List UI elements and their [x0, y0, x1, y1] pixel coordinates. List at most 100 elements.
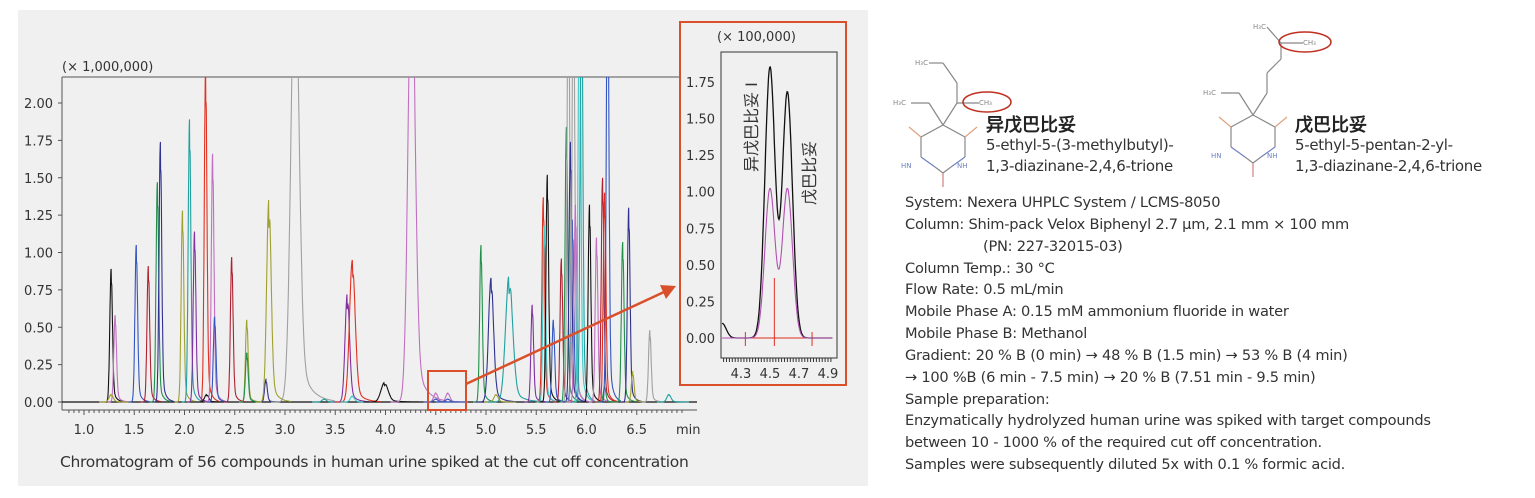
x-tick-label: 1.0: [74, 423, 95, 438]
chromatogram-peak: [390, 77, 447, 403]
x-tick-label: 4.5: [425, 423, 446, 438]
highlight-ellipse: [962, 91, 1012, 113]
chromatogram-peak: [614, 241, 636, 403]
x-tick-label: 6.0: [576, 423, 597, 438]
main-y-multiplier: (× 1,000,000): [62, 60, 153, 75]
y-tick-label: 1.00: [24, 247, 53, 262]
x-tick-label: 3.5: [325, 423, 346, 438]
compound-name-2: 戊巴比妥: [1295, 115, 1367, 136]
x-tick-label: 2.5: [224, 423, 245, 438]
inset-y-tick-label: 1.00: [686, 186, 715, 201]
chromatogram-peak: [99, 393, 131, 403]
chromatogram-peak: [488, 276, 544, 403]
chromatogram-peak: [140, 265, 162, 403]
atom-label: HN: [901, 162, 912, 170]
bond: [1252, 92, 1268, 116]
bond: [928, 102, 944, 126]
bond: [942, 102, 958, 126]
inset-y-tick-label: 1.75: [686, 76, 715, 91]
bond: [1252, 156, 1262, 164]
atom-label: HN: [1211, 152, 1222, 160]
condition-sample-3: Samples were subsequently diluted 5x wit…: [905, 456, 1346, 474]
atom-label: CH₃: [979, 99, 992, 107]
x-tick-label: 2.0: [174, 423, 195, 438]
y-tick-label: 1.25: [24, 209, 53, 224]
chromatogram-peak: [573, 77, 595, 403]
chromatogram-peak: [596, 192, 618, 403]
main-peaks: [62, 77, 697, 403]
chromatogram-peak: [545, 319, 567, 403]
y-tick-label: 1.50: [24, 172, 53, 187]
chromatogram-peak: [588, 237, 610, 403]
bond: [1252, 114, 1276, 128]
chromatogram-peak: [473, 244, 495, 403]
x-tick-label: 3.0: [275, 423, 296, 438]
inset-y-tick-label: 1.50: [686, 113, 715, 128]
chromatogram-peak: [581, 204, 603, 403]
inset-x-tick-label: 4.5: [760, 367, 781, 382]
bond: [1238, 92, 1254, 116]
chromatogram-peak: [204, 153, 226, 403]
iupac-line: 1,3-diazinane-2,4,6-trione: [986, 157, 1173, 175]
condition-mobile-b: Mobile Phase B: Methanol: [905, 325, 1088, 343]
y-tick-label: 1.75: [24, 134, 53, 149]
chromatogram-peak: [475, 277, 517, 403]
inset-x-tick-label: 4.7: [789, 367, 810, 382]
bond: [942, 62, 958, 84]
chromatogram-peak: [334, 294, 370, 403]
atom-label: CH₃: [1303, 39, 1316, 47]
inset-frame: [679, 21, 847, 386]
bond: [964, 126, 978, 138]
bond: [942, 124, 966, 138]
inset-x-tick-label: 4.3: [731, 367, 752, 382]
chromatogram-peak: [186, 231, 208, 403]
condition-sample-2: between 10 - 1000 % of the required cut …: [905, 434, 1322, 452]
inset-y-tick-label: 0.75: [686, 222, 715, 237]
y-tick-label: 0.50: [24, 321, 53, 336]
x-tick-label: 6.5: [626, 423, 647, 438]
chromatogram-peak: [174, 210, 196, 403]
condition-temp: Column Temp.: 30 °C: [905, 259, 1055, 277]
zoom-region-box: [427, 370, 467, 411]
bond: [1266, 58, 1282, 74]
bond: [920, 156, 936, 168]
highlight-ellipse: [1278, 31, 1332, 53]
condition-gradient-1: Gradient: 20 % B (0 min) → 48 % B (1.5 m…: [905, 346, 1348, 364]
bond: [908, 126, 922, 138]
inset-y-tick-label: 0.25: [686, 295, 715, 310]
bond: [920, 124, 944, 138]
atom-label: H₃C: [893, 99, 906, 107]
bond: [1230, 146, 1246, 158]
chromatogram-peak: [107, 315, 129, 403]
chromatogram-peak: [642, 330, 663, 403]
atom-label: NH: [957, 162, 968, 170]
inset-y-multiplier: (× 100,000): [717, 30, 796, 45]
condition-column: Column: Shim-pack Velox Biphenyl 2.7 µm,…: [905, 215, 1349, 233]
atom-label: H₃C: [1203, 89, 1216, 97]
iupac-line: 5-ethyl-5-pentan-2-yl-: [1295, 136, 1453, 154]
bond: [1260, 146, 1276, 158]
compound-iupac-1: 5-ethyl-5-(3-methylbutyl)- 1,3-diazinane…: [986, 135, 1174, 177]
chromatogram-peak: [128, 244, 150, 403]
x-axis-unit: min: [676, 423, 701, 438]
compound-iupac-2: 5-ethyl-5-pentan-2-yl- 1,3-diazinane-2,4…: [1295, 135, 1482, 177]
condition-system: System: Nexera UHPLC System / LCMS-8050: [905, 194, 1221, 211]
inset-x-tick-label: 4.9: [818, 367, 839, 382]
compound-name-1: 异戊巴比妥: [986, 115, 1076, 136]
y-tick-label: 0.00: [24, 396, 53, 411]
structure-pentobarbital: HN NH H₃C H₃C CH₃: [1203, 23, 1332, 177]
chart-caption: Chromatogram of 56 compounds in human ur…: [60, 453, 689, 471]
zoom-arrow-head: [660, 285, 676, 299]
bond: [950, 156, 966, 168]
method-conditions: System: Nexera UHPLC System / LCMS-8050 …: [905, 192, 1431, 476]
bond: [934, 166, 944, 174]
structure-amobarbital: HN NH H₃C H₃C CH₃: [893, 59, 1012, 187]
chromatogram-peak: [656, 393, 689, 403]
inset-y-tick-label: 1.25: [686, 149, 715, 164]
bond: [1230, 114, 1254, 128]
chromatogram-peak: [152, 141, 174, 403]
condition-gradient-2: → 100 %B (6 min - 7.5 min) → 20 % B (7.5…: [905, 368, 1316, 386]
bond: [942, 166, 952, 174]
condition-sample-heading: Sample preparation:: [905, 390, 1050, 408]
atom-label: H₃C: [915, 59, 928, 67]
